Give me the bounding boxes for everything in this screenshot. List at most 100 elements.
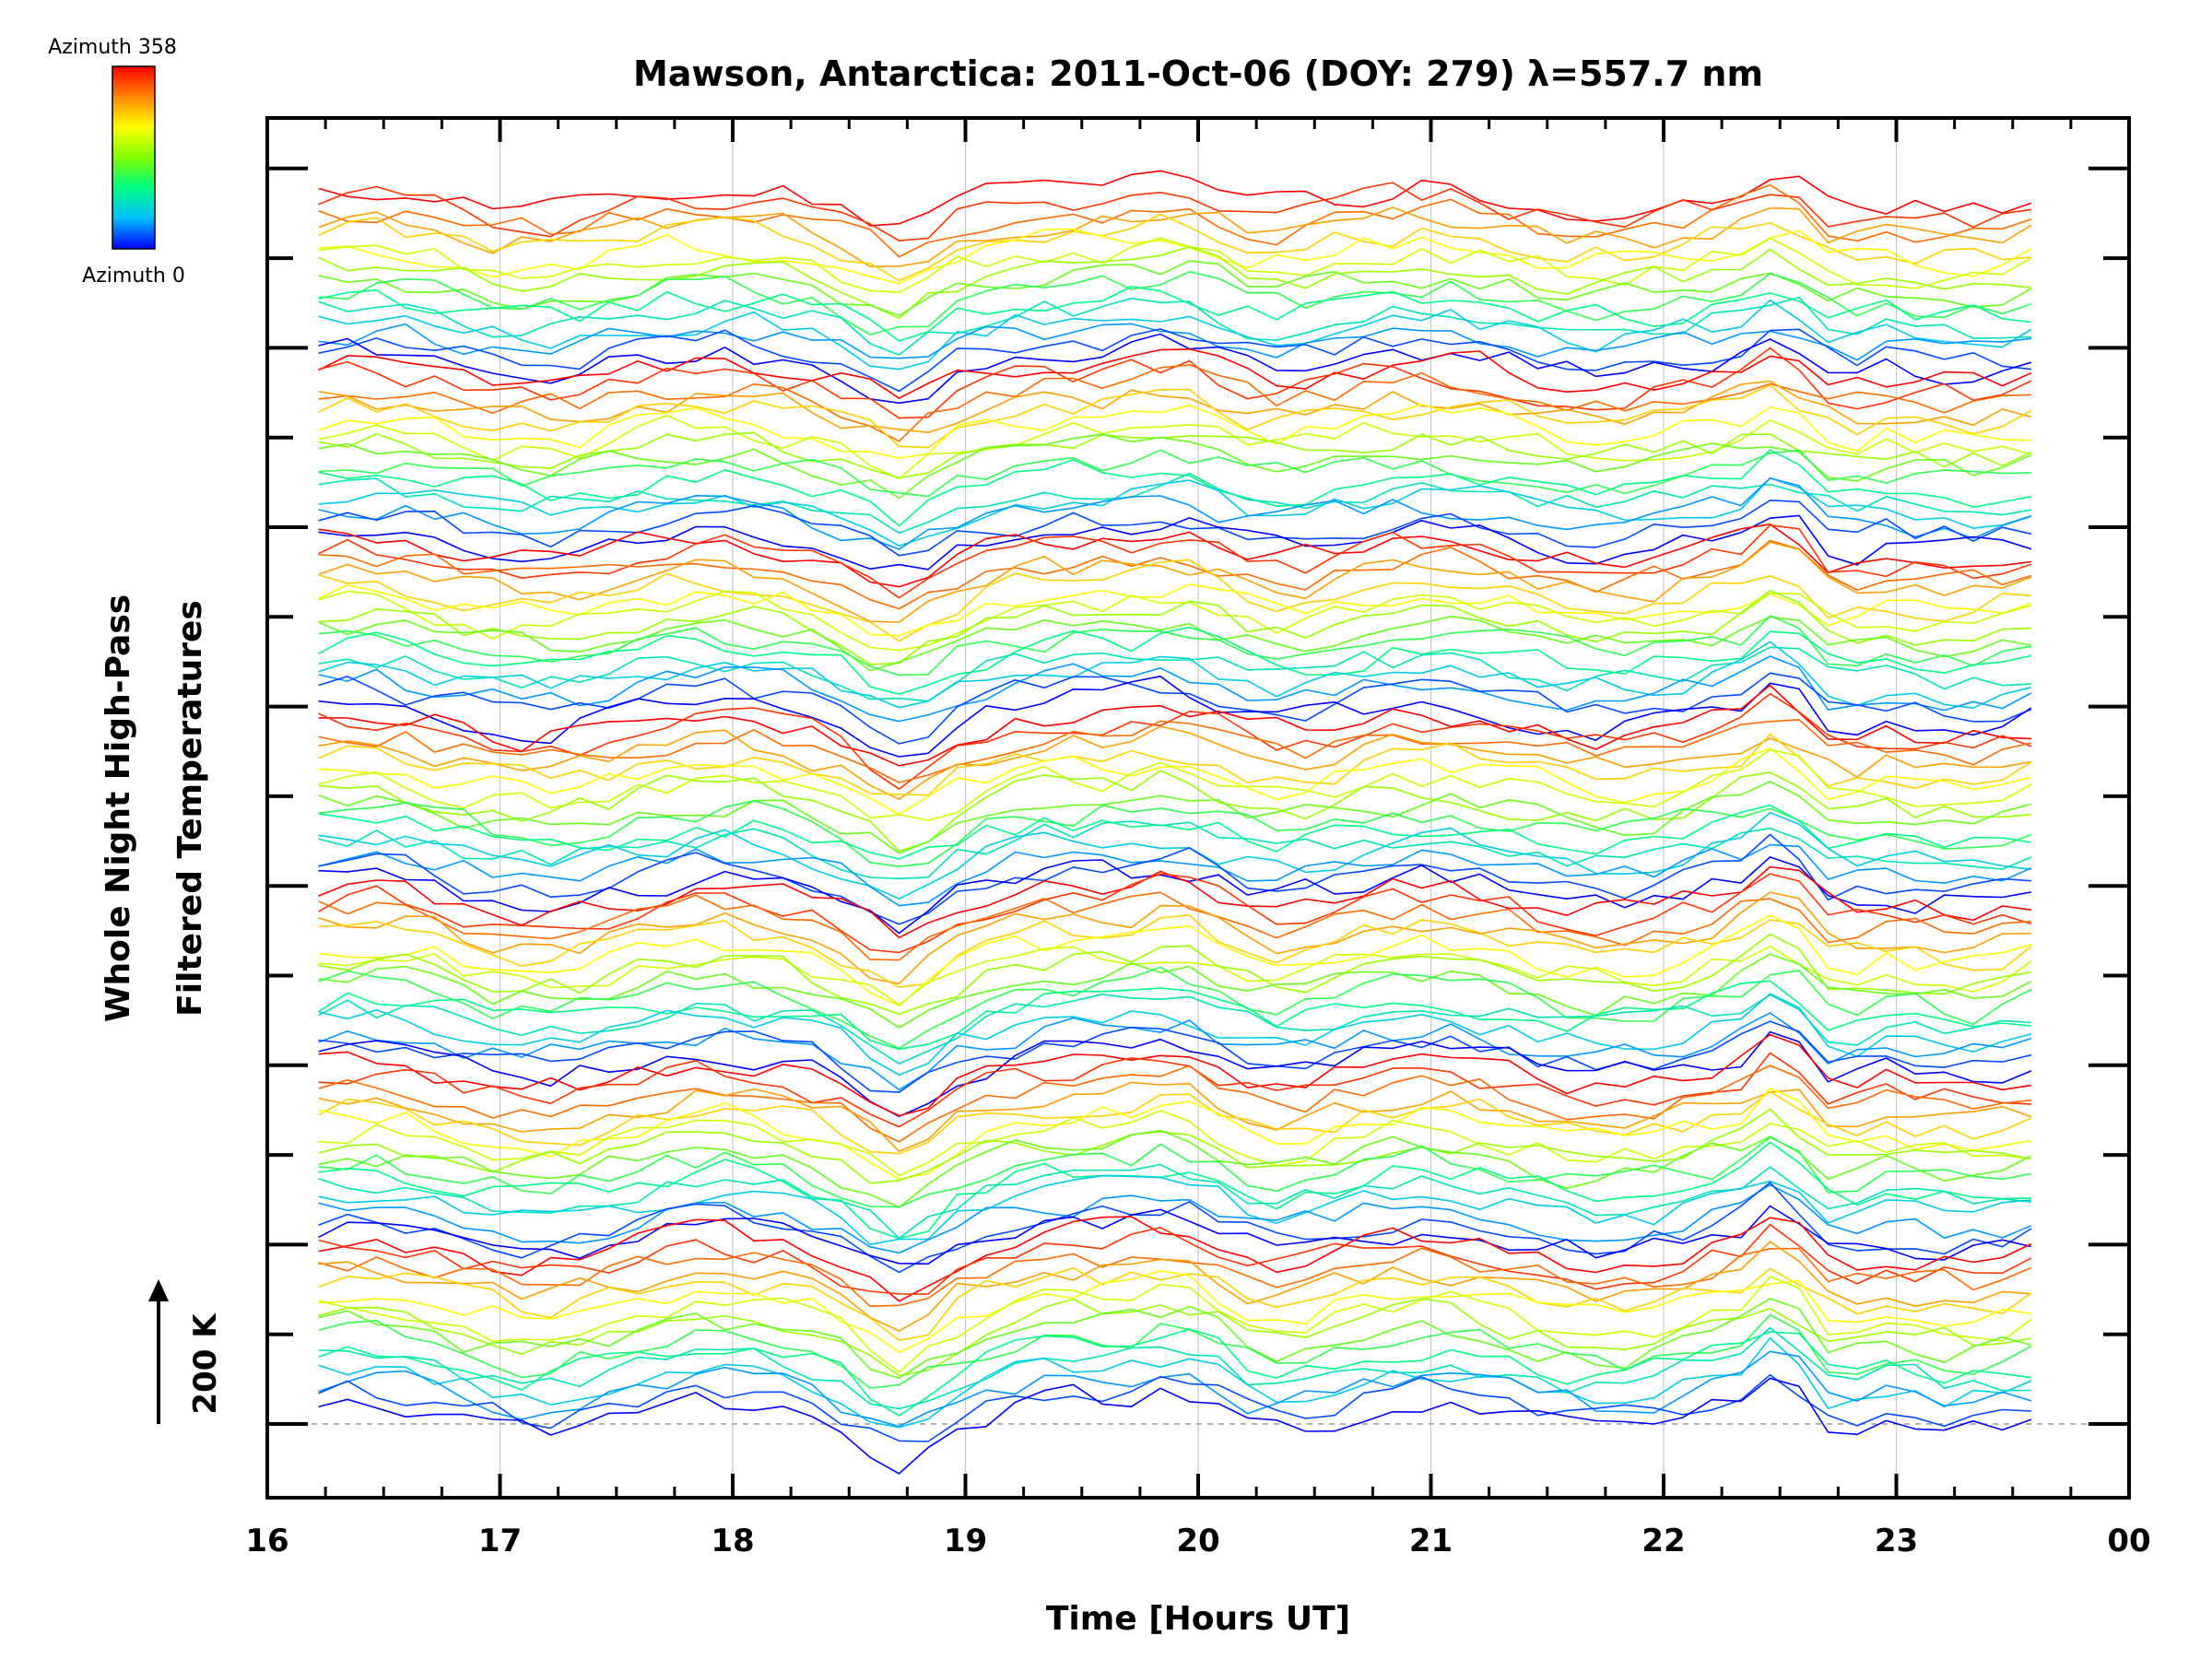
series-line <box>318 820 2032 880</box>
series-line <box>318 237 2032 293</box>
series-line <box>318 641 2032 709</box>
series-line <box>318 590 2032 652</box>
series-group <box>318 170 2032 1475</box>
series-line <box>318 583 2032 637</box>
series-line <box>318 1163 2031 1240</box>
x-axis-label: Time [Hours UT] <box>1046 1600 1350 1638</box>
x-tick-label: 21 <box>1409 1523 1453 1559</box>
series-line <box>318 1182 2032 1274</box>
series-line <box>318 676 2032 758</box>
series-line <box>318 747 2032 816</box>
chart-title: Mawson, Antarctica: 2011-Oct-06 (DOY: 27… <box>633 53 1763 94</box>
series-line <box>318 733 2032 796</box>
series-line <box>318 993 2032 1076</box>
colorbar-bottom-label: Azimuth 0 <box>82 265 185 288</box>
series-line <box>318 616 2032 672</box>
series-line <box>318 655 2032 723</box>
series-line <box>318 725 2032 800</box>
series-line <box>318 1052 2031 1128</box>
series-line <box>318 748 2032 821</box>
series-line <box>318 1183 2032 1254</box>
series-line <box>318 770 2031 853</box>
series-line <box>318 380 2032 433</box>
series-line <box>318 1065 2031 1143</box>
series-line <box>318 286 2031 342</box>
series-line <box>318 914 2032 988</box>
x-tick-label: 17 <box>478 1523 522 1559</box>
series-line <box>318 781 2032 854</box>
series-line <box>318 348 2032 399</box>
series-line <box>318 1350 2032 1428</box>
series-line <box>318 1377 2032 1475</box>
series-line <box>318 1030 2032 1118</box>
colorbar-legend: Azimuth 358 Azimuth 0 <box>48 36 185 288</box>
y-axis-label-line2: Filtered Temperatures <box>171 600 209 1017</box>
series-line <box>318 719 2032 783</box>
series-line <box>318 980 2031 1051</box>
series-line <box>318 933 2032 1016</box>
x-tick-label: 23 <box>1875 1523 1918 1559</box>
series-line <box>318 514 2032 571</box>
x-tick-label: 00 <box>2107 1523 2150 1559</box>
series-line <box>318 524 2032 599</box>
series-line <box>318 1276 2032 1373</box>
x-tick-label: 18 <box>711 1523 754 1559</box>
x-tick-label: 22 <box>1641 1523 1685 1559</box>
x-tick-label: 19 <box>944 1523 987 1559</box>
series-line <box>318 865 2032 939</box>
series-line <box>318 1081 2032 1152</box>
series-line <box>318 328 2031 393</box>
y-axis-label-line1: Whole Night High-Pass <box>100 594 137 1022</box>
series-line <box>318 433 2032 500</box>
series-line <box>318 500 2032 557</box>
series-line <box>318 559 2031 642</box>
series-line <box>318 994 2031 1065</box>
series-line <box>318 183 2032 258</box>
series-line <box>318 364 2031 442</box>
series-line <box>318 684 2031 767</box>
series-line <box>318 891 2031 984</box>
series-line <box>318 811 2031 900</box>
scale-bar-arrow-head <box>148 1279 169 1301</box>
series-line <box>318 1136 2032 1208</box>
series-line <box>318 1110 2032 1177</box>
series-line <box>318 1216 2032 1302</box>
series-line <box>318 449 2031 498</box>
series-line <box>318 1328 2032 1417</box>
series-line <box>318 1108 2032 1184</box>
series-line <box>318 541 2032 623</box>
series-line <box>318 1326 2031 1410</box>
series-line <box>318 1088 2032 1181</box>
series-line <box>318 1129 2032 1208</box>
series-line <box>318 1374 2031 1442</box>
series-line <box>318 524 2031 588</box>
series-line <box>318 1270 2032 1353</box>
series-line <box>318 206 2032 268</box>
x-ticks: 16 17 18 19 20 21 22 23 00 <box>245 118 2151 1559</box>
series-line <box>318 1141 2031 1240</box>
y-ticks <box>267 166 2129 1426</box>
series-line <box>318 891 2031 961</box>
series-line <box>318 615 2032 677</box>
series-line <box>318 914 2032 1007</box>
series-line <box>318 296 2031 356</box>
series-line <box>318 1241 2031 1332</box>
series-line <box>318 646 2031 702</box>
series-line <box>318 1033 2032 1117</box>
series-line <box>318 472 2032 535</box>
series-line <box>318 804 2032 860</box>
series-line <box>318 800 2032 867</box>
colorbar-top-label: Azimuth 358 <box>48 36 177 59</box>
series-line <box>318 946 2032 1006</box>
colorbar-gradient <box>112 65 156 250</box>
x-tick-label: 16 <box>245 1523 288 1559</box>
series-line <box>318 672 2032 745</box>
series-line <box>318 323 2031 361</box>
series-line <box>318 1298 2032 1379</box>
series-line <box>318 404 2031 459</box>
series-line <box>318 1020 2032 1093</box>
series-line <box>318 449 2032 527</box>
series-line <box>318 414 2032 480</box>
series-line <box>318 229 2032 285</box>
